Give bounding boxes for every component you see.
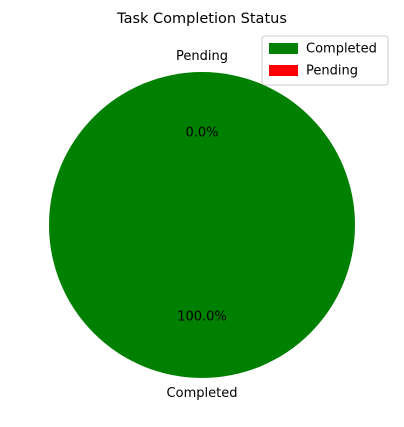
chart-title: Task Completion Status [116, 11, 287, 27]
pie-label-completed: Completed [167, 386, 238, 401]
pie-label-pending: Pending [176, 49, 228, 64]
legend-label-completed: Completed [306, 42, 377, 57]
legend-label-pending: Pending [306, 64, 358, 79]
legend: Completed Pending [262, 36, 388, 85]
pie-percent-label-pending: 0.0% [185, 126, 218, 141]
pie-percent-label-completed: 100.0% [177, 309, 227, 324]
legend-swatch-pending [269, 65, 298, 76]
legend-swatch-completed [269, 43, 298, 54]
pie-slices [49, 72, 355, 378]
